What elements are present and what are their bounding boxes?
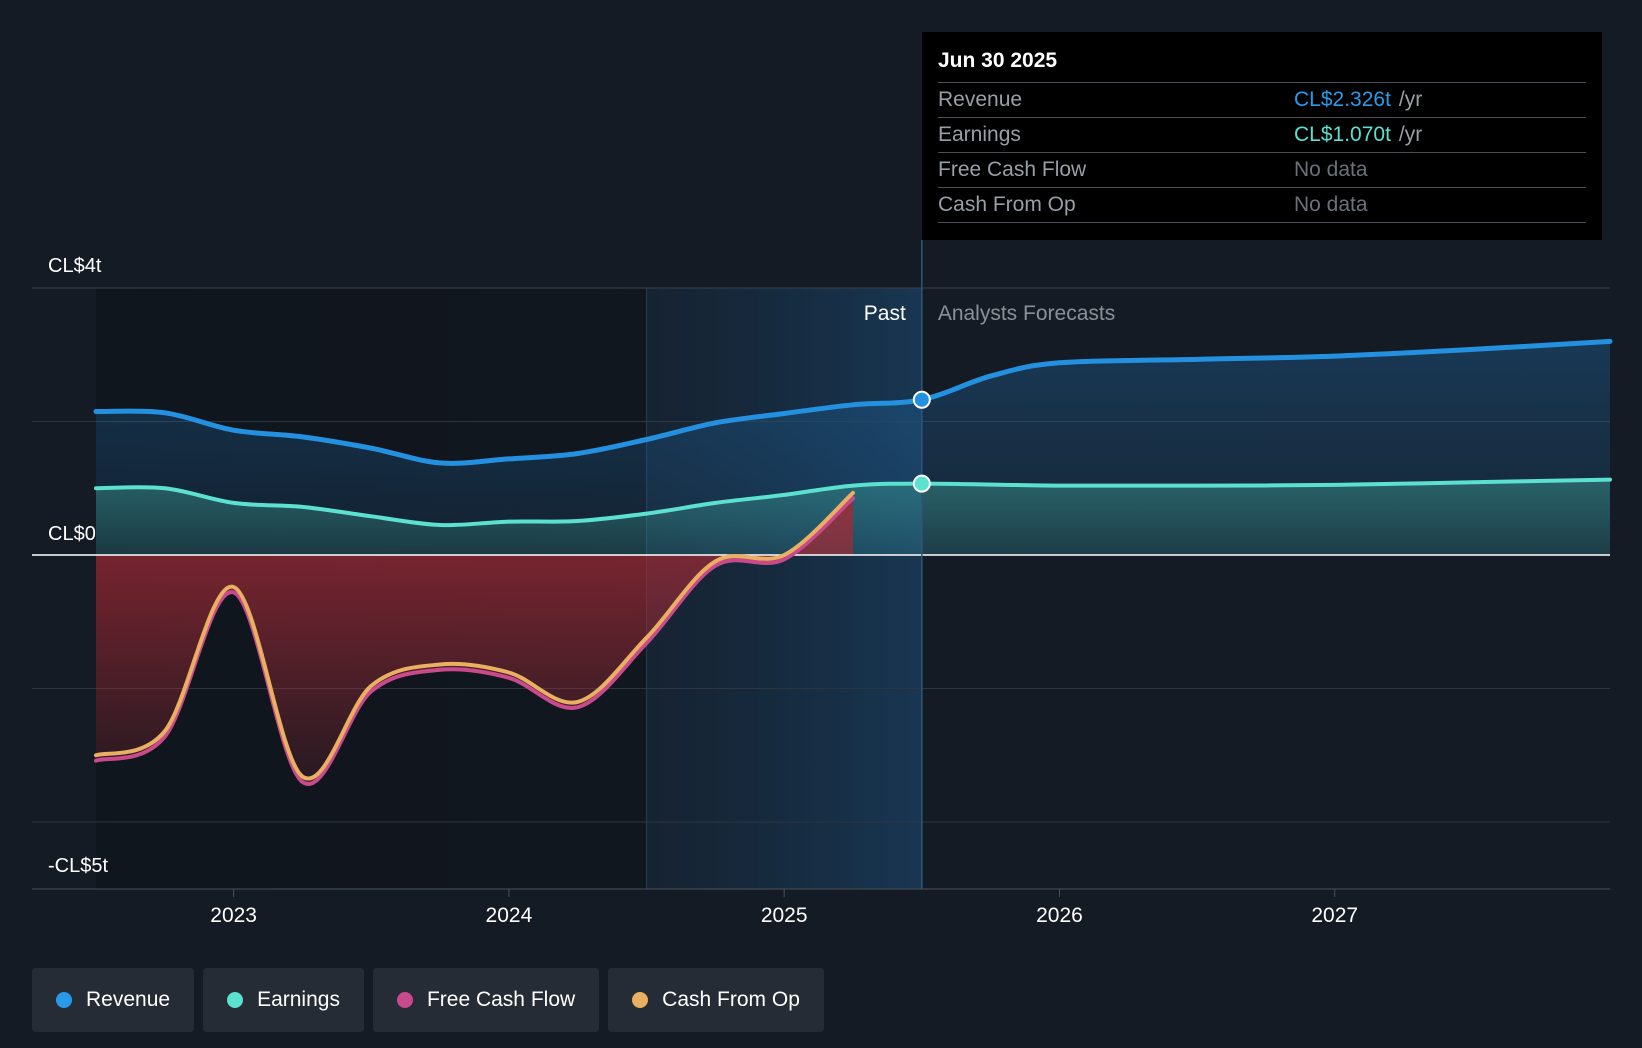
revenue-line [93, 338, 1613, 466]
tooltip-row-cash-from-op: Cash From Op No data [938, 187, 1586, 223]
y-axis-label-bottom: -CL$5t [48, 855, 108, 877]
earnings-marker [912, 474, 931, 493]
tooltip-row-value: No data [1294, 193, 1368, 216]
legend-dot-icon [227, 992, 244, 1008]
legend-dot-icon [396, 992, 413, 1008]
x-tick-label: 2027 [1311, 904, 1358, 927]
legend-label: Free Cash Flow [426, 988, 576, 1011]
free-cash-flow-area [96, 498, 853, 785]
tooltip-row-value: No data [1294, 158, 1368, 181]
past-label: Past [864, 302, 906, 325]
x-tick-label: 2023 [210, 904, 257, 927]
legend-item-cash-from-op[interactable]: Cash From Op [608, 968, 824, 1032]
legend: Revenue Earnings Free Cash Flow Cash Fro… [32, 968, 824, 1032]
tooltip-row-unit: /yr [1398, 123, 1423, 146]
tooltip-row-value: CL$1.070t [1294, 123, 1391, 146]
legend-item-free-cash-flow[interactable]: Free Cash Flow [372, 968, 600, 1032]
tooltip-row-label: Earnings [938, 123, 1021, 146]
tooltip-markers [912, 390, 931, 493]
legend-label: Earnings [257, 988, 340, 1011]
cash-from-op-line [94, 490, 855, 781]
tooltip-row-value: CL$2.326t [1294, 88, 1391, 111]
legend-item-revenue[interactable]: Revenue [32, 968, 195, 1032]
tooltip-date: Jun 30 2025 [938, 49, 1058, 72]
legend-item-earnings[interactable]: Earnings [203, 968, 364, 1032]
earnings-line [94, 477, 1612, 528]
tooltip-row-unit: /yr [1398, 88, 1423, 111]
tooltip-row-free-cash-flow: Free Cash Flow No data [938, 152, 1586, 187]
x-tick-label: 2026 [1036, 904, 1083, 927]
legend-dot-icon [632, 992, 649, 1008]
legend-label: Cash From Op [662, 988, 800, 1011]
series-lines [93, 338, 1613, 786]
legend-dot-icon [56, 992, 72, 1008]
x-tick-label: 2024 [486, 904, 533, 927]
y-axis-label-zero: CL$0 [48, 523, 96, 545]
x-tick-label: 2025 [761, 904, 808, 927]
y-axis-label-top: CL$4t [48, 255, 102, 277]
tooltip: Jun 30 2025 Revenue CL$2.326t /yr Earnin… [922, 32, 1602, 240]
tooltip-row-label: Free Cash Flow [938, 158, 1087, 181]
revenue-marker [912, 390, 931, 409]
x-axis-ticks: 2023 2024 2025 2026 2027 [210, 889, 1358, 927]
tooltip-row-earnings: Earnings CL$1.070t /yr [938, 117, 1586, 152]
tooltip-row-label: Cash From Op [938, 193, 1076, 216]
legend-label: Revenue [86, 988, 171, 1011]
tooltip-row-revenue: Revenue CL$2.326t /yr [938, 82, 1586, 117]
free-cash-flow-line [94, 496, 855, 786]
series-areas [96, 341, 1610, 785]
tooltip-row-label: Revenue [938, 88, 1023, 111]
analysts-forecasts-label: Analysts Forecasts [938, 302, 1115, 325]
